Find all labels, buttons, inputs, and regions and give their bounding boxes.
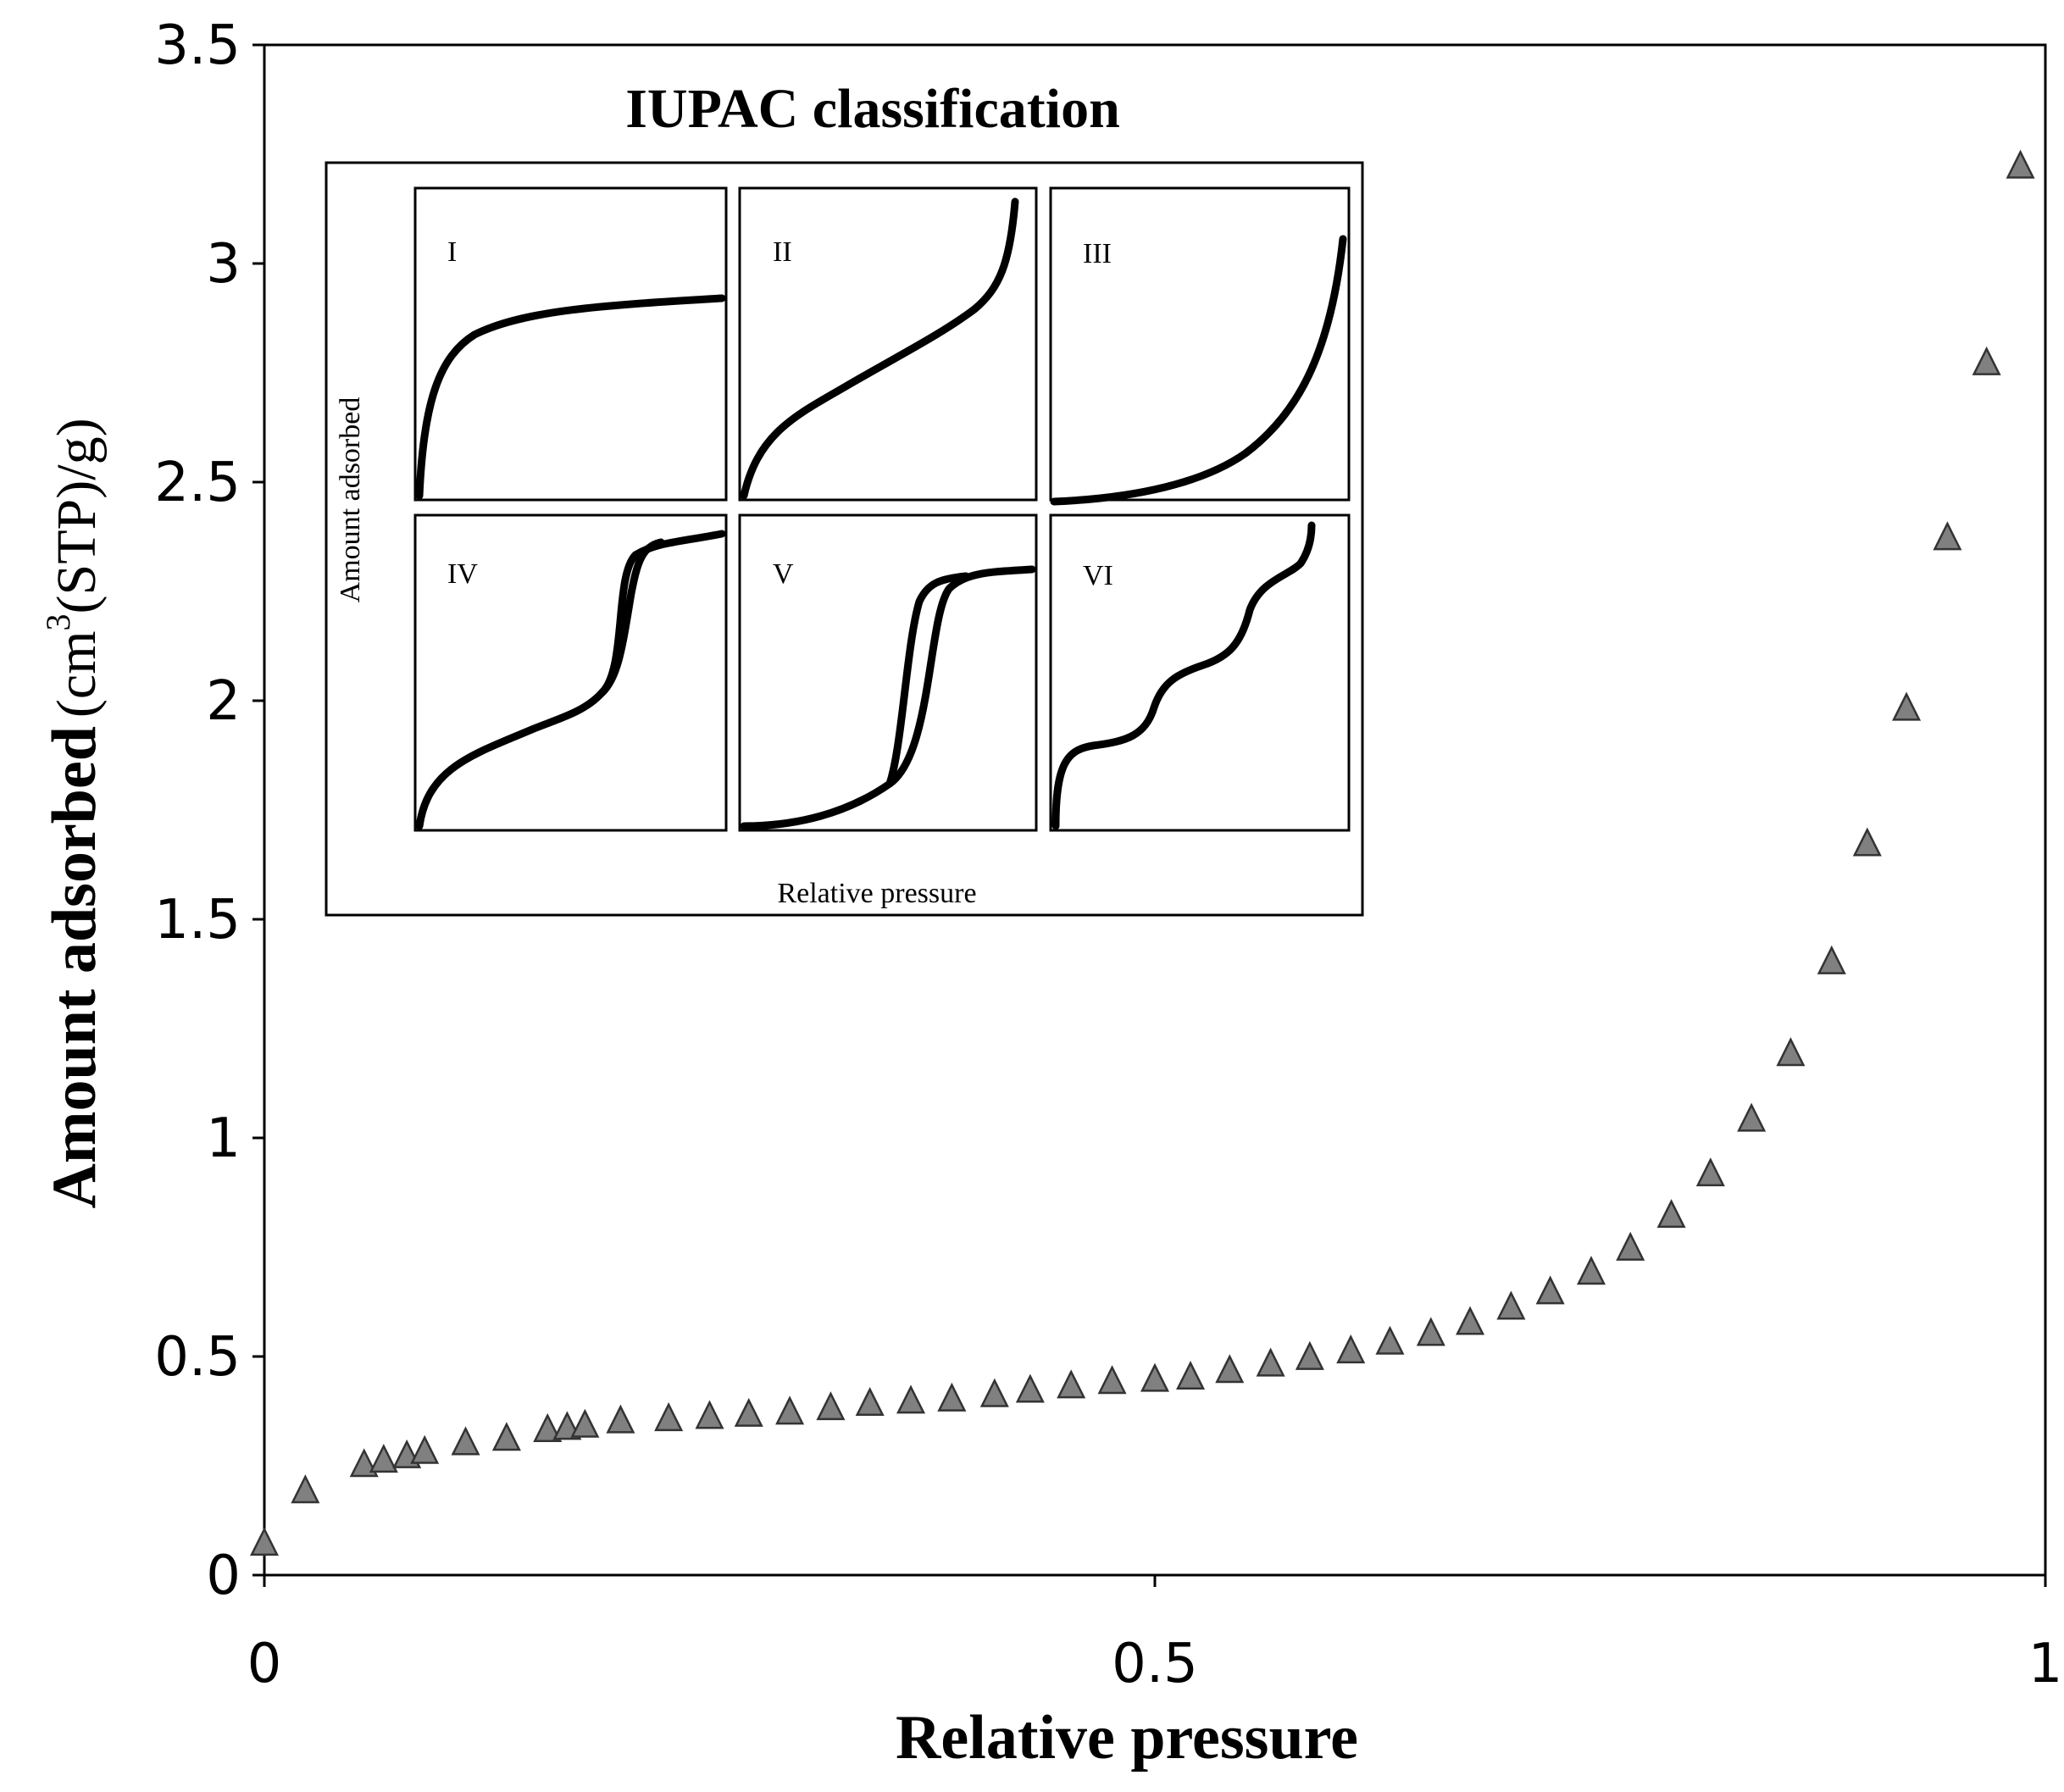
isotherm-curve [740,565,1036,830]
panel-type-v: V [738,513,1038,832]
x-tick-label: 0 [247,1633,282,1695]
data-point [734,1397,763,1427]
data-point [451,1426,480,1456]
data-point [1656,1199,1686,1229]
panel-label: VI [1083,560,1113,591]
data-point [1097,1365,1127,1395]
data-point [775,1395,805,1425]
panel-label: IV [447,558,478,590]
data-point [1972,346,2001,375]
data-point [1375,1325,1405,1355]
data-point [1140,1362,1170,1392]
y-tick-label: 2 [206,670,241,733]
data-point [1737,1102,1767,1132]
data-point [1817,945,1846,974]
x-axis: 0 0.5 1 [247,1575,2063,1695]
data-point [937,1382,967,1412]
panel-type-ii: II [738,186,1038,502]
y-tick-label: 1.5 [154,889,241,951]
y-axis: 0 0.5 1 1.5 2 2.5 3 3.5 [154,14,264,1607]
inset-x-label: Relative pressure [777,878,976,909]
data-point [1015,1373,1045,1403]
data-point [606,1404,635,1434]
panel-type-i: I [413,186,728,502]
panel-label: I [447,236,457,268]
x-axis-title: Relative pressure [896,1703,1358,1773]
panel-label: V [773,558,794,590]
data-point [1852,827,1882,857]
y-tick-label: 1 [206,1107,241,1170]
data-point [979,1378,1009,1407]
y-tick-label: 3 [206,233,241,296]
data-point [1456,1306,1485,1335]
panel-type-vi: VI [1049,513,1351,832]
data-point [1892,691,1922,721]
data-point [410,1434,440,1464]
data-point [249,1527,280,1556]
isotherm-curve [1050,235,1347,506]
data-point [1176,1361,1206,1390]
inset-title: IUPAC classification [625,78,1120,140]
data-points [249,149,2035,1556]
data-point [1616,1231,1645,1261]
inset-y-label: Amount adsorbed [335,397,366,603]
panel-frame [413,513,728,832]
data-point [1256,1347,1285,1377]
iupac-inset: IUPAC classification Amount adsorbed Rel… [325,78,1364,917]
panel-type-iv: IV [413,513,728,832]
data-point [816,1391,846,1421]
y-tick-label: 0.5 [154,1326,241,1389]
isotherm-curve [885,572,970,788]
y-tick-label: 2.5 [154,452,241,514]
isotherm-curve [1051,521,1316,830]
isotherm-curve [740,197,1019,500]
x-tick-label: 1 [2028,1633,2063,1695]
data-point [896,1384,926,1414]
panel-frame [1049,186,1351,502]
data-point [2006,149,2035,179]
isotherm-curve [597,538,665,697]
data-point [1695,1157,1725,1187]
data-point [695,1400,724,1429]
data-point [1576,1256,1606,1285]
y-axis-title: Amount adsorbed(cm3(STP)/g) [39,418,109,1208]
data-point [570,1408,600,1438]
data-point [654,1402,684,1432]
panel-frame [738,186,1038,502]
data-point [491,1422,521,1451]
data-point [1336,1334,1366,1364]
data-point [855,1386,885,1417]
data-point [1057,1369,1086,1399]
y-tick-label: 3.5 [154,14,241,77]
isotherm-curve [415,294,726,500]
x-tick-label: 0.5 [1112,1633,1198,1695]
panel-label: II [773,236,792,268]
data-point [1496,1290,1526,1320]
data-point [1416,1317,1445,1346]
y-tick-label: 0 [206,1545,241,1607]
data-point [349,1448,379,1478]
data-point [1535,1275,1565,1305]
data-point [1215,1354,1245,1384]
data-point [1295,1340,1324,1370]
data-point [369,1444,398,1473]
data-point [533,1412,563,1442]
panel-label: III [1083,238,1112,269]
data-point [1933,521,1962,551]
data-point [291,1474,320,1504]
panel-type-iii: III [1049,186,1351,506]
data-point [1776,1037,1806,1067]
